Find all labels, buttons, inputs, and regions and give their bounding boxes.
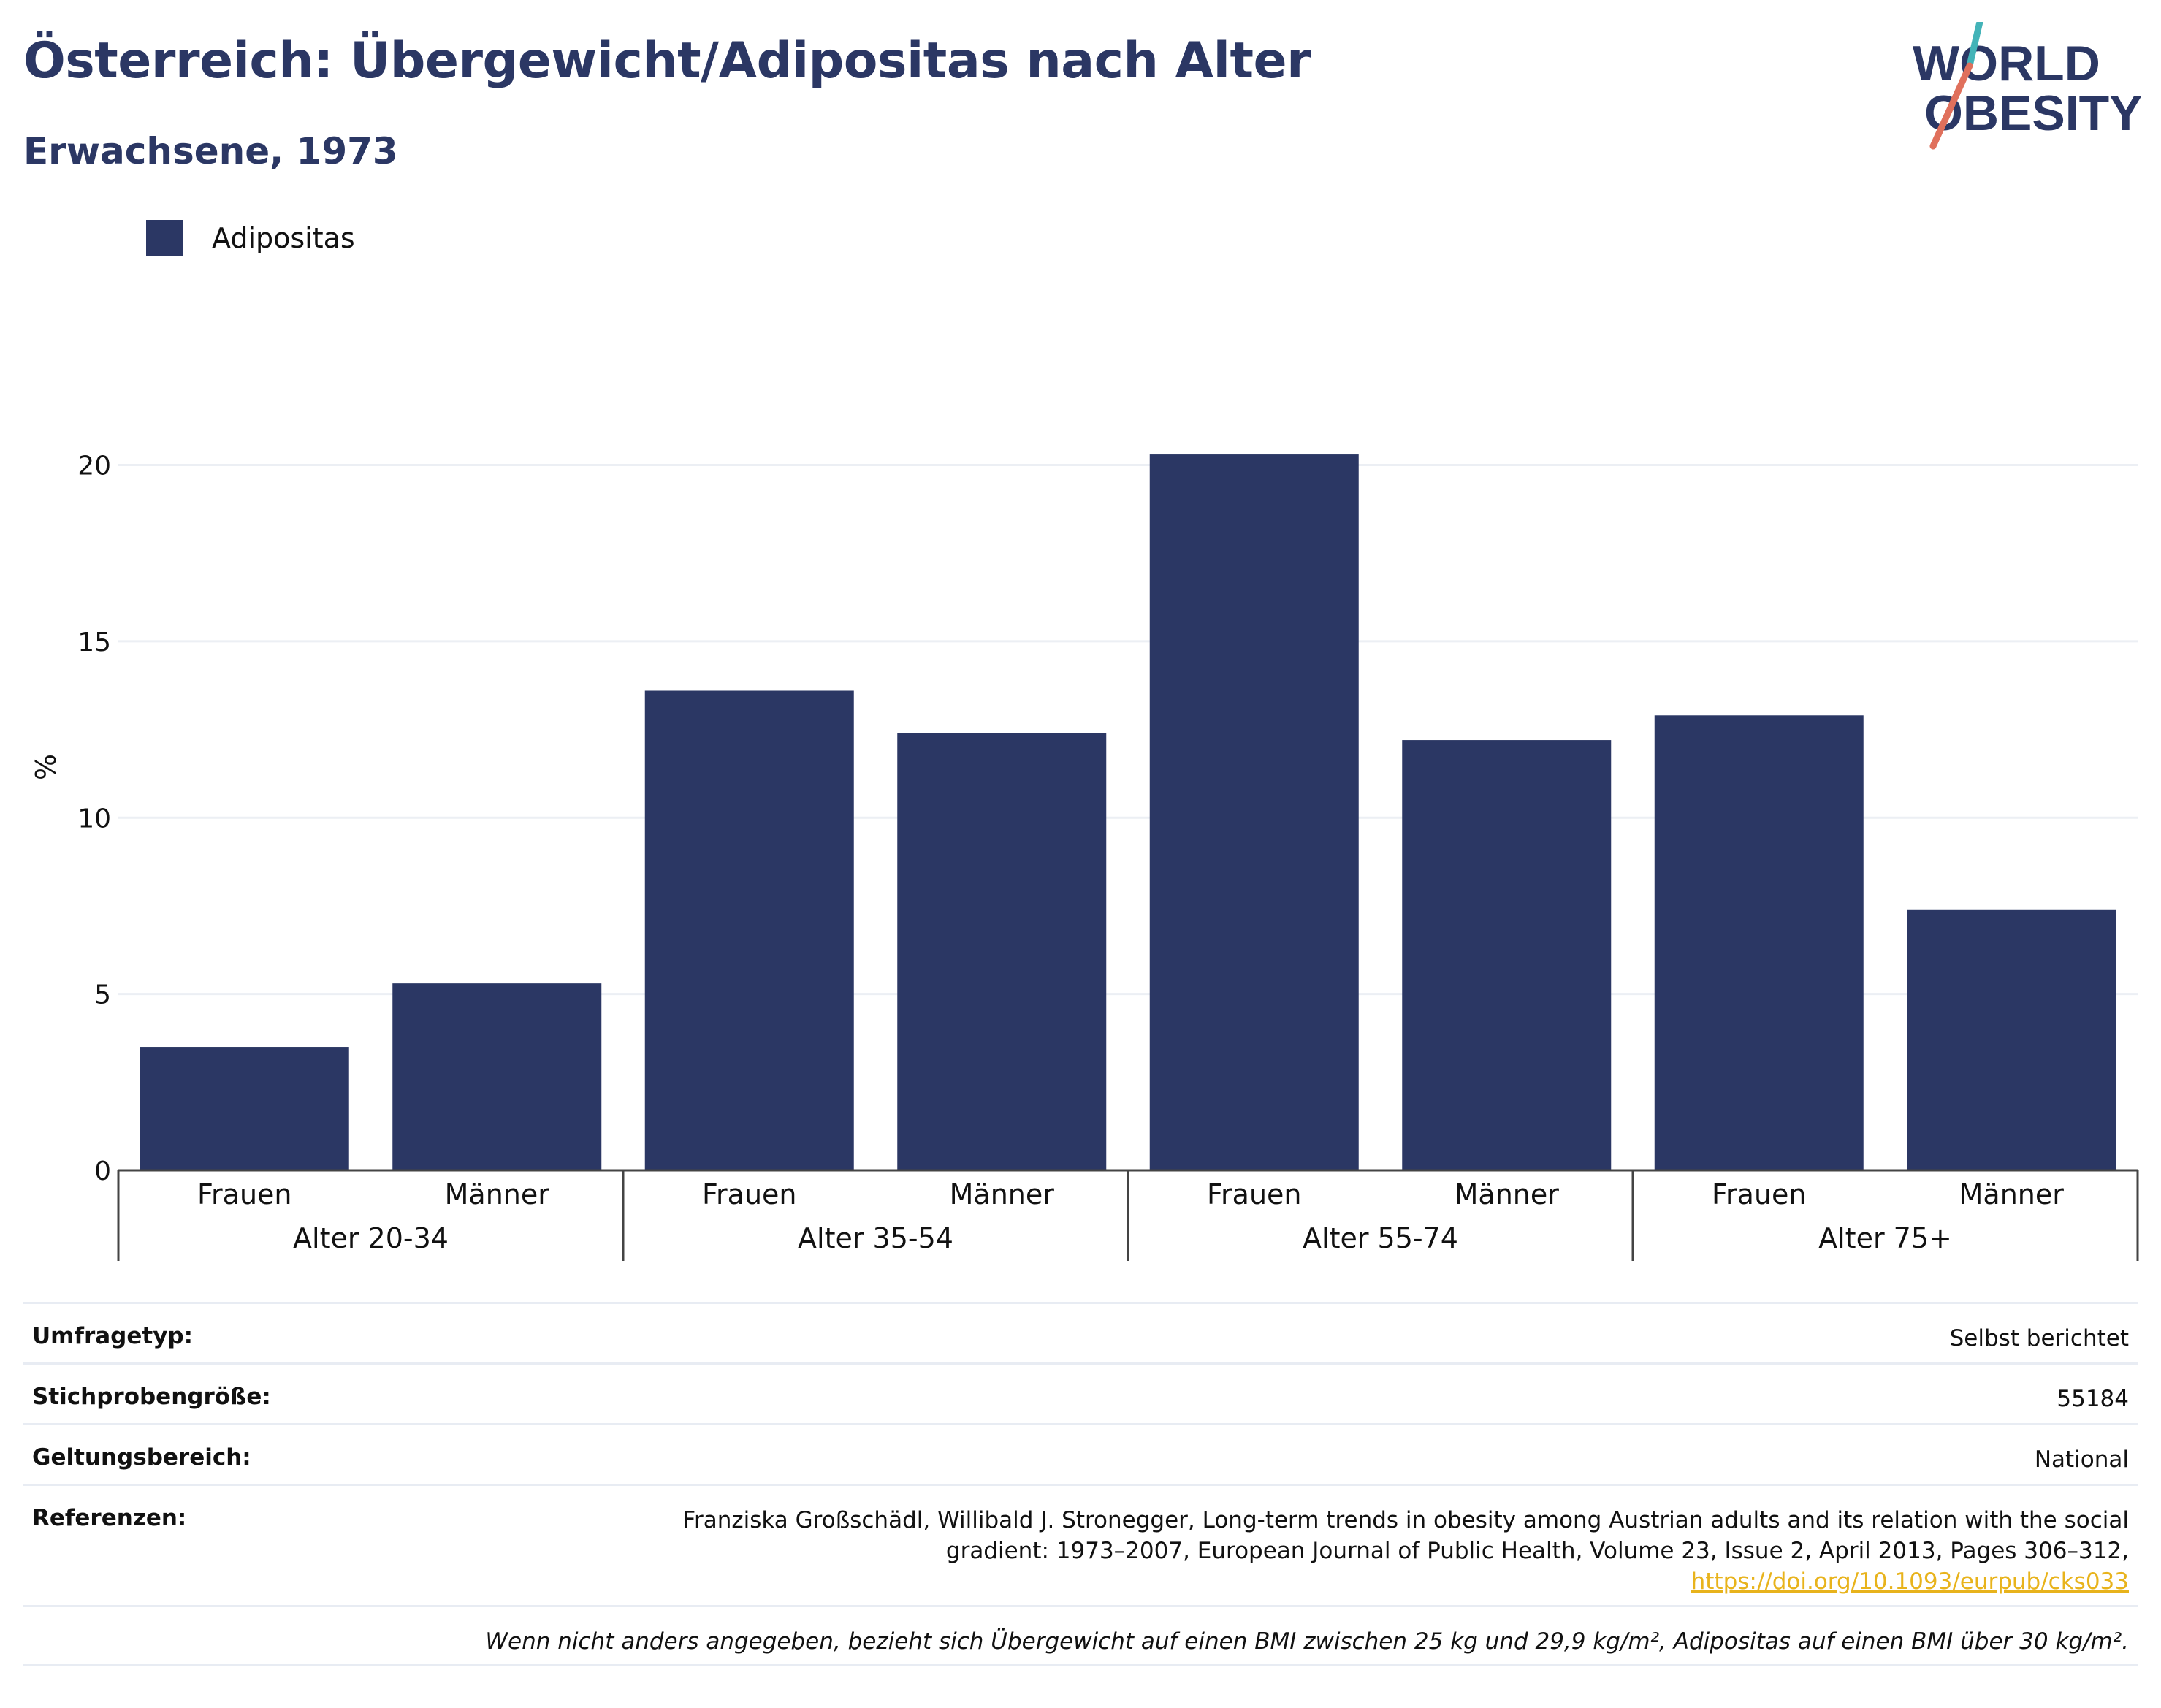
logo-text-obesity: OBESITY (1924, 85, 2143, 141)
scope-label: Geltungsbereich: (32, 1444, 251, 1471)
survey-type-value: Selbst berichtet (1949, 1325, 2129, 1351)
references-value: Franziska Großschädl, Willibald J. Stron… (639, 1505, 2129, 1597)
logo-text-world: WORLD (1913, 36, 2100, 91)
x-tick-label: Männer (1455, 1178, 1560, 1211)
x-tick-label: Frauen (1207, 1178, 1302, 1211)
x-tick-label: Frauen (702, 1178, 797, 1211)
x-tick-label: Männer (950, 1178, 1055, 1211)
bar-alter-55-74-männer (1402, 740, 1612, 1170)
reference-citation: Franziska Großschädl, Willibald J. Stron… (682, 1507, 2129, 1564)
y-tick-label: 0 (94, 1156, 111, 1186)
footnote-text: Wenn nicht anders angegeben, bezieht sic… (485, 1628, 2129, 1655)
bar-alter-75--frauen (1654, 715, 1864, 1170)
survey-type-label: Umfragetyp: (32, 1323, 193, 1349)
bar-alter-55-74-frauen (1149, 454, 1359, 1170)
x-tick-label: Männer (1959, 1178, 2065, 1211)
metadata-table: Umfragetyp: Selbst berichtet Stichproben… (23, 1302, 2138, 1666)
legend-label-adipositas: Adipositas (212, 222, 355, 254)
sample-size-value: 55184 (2057, 1386, 2129, 1412)
references-row: Referenzen: Franziska Großschädl, Willib… (23, 1484, 2138, 1605)
x-group-label: Alter 55-74 (1303, 1222, 1458, 1254)
x-tick-label: Männer (445, 1178, 550, 1211)
sample-size-row: Stichprobengröße: 55184 (23, 1362, 2138, 1423)
chart-subtitle: Erwachsene, 1973 (23, 130, 398, 172)
chart-title: Österreich: Übergewicht/Adipositas nach … (23, 32, 1311, 90)
x-tick-label: Frauen (197, 1178, 292, 1211)
x-group-label: Alter 20-34 (293, 1222, 449, 1254)
x-group-label: Alter 35-54 (798, 1222, 953, 1254)
bar-alter-35-54-männer (897, 733, 1107, 1170)
survey-type-row: Umfragetyp: Selbst berichtet (23, 1302, 2138, 1362)
chart-legend: Adipositas (146, 219, 355, 257)
reference-doi-link[interactable]: https://doi.org/10.1093/eurpub/cks033 (1691, 1568, 2129, 1595)
world-obesity-logo: WORLD OBESITY (1913, 22, 2143, 150)
scope-row: Geltungsbereich: National (23, 1423, 2138, 1484)
bar-alter-35-54-frauen (644, 690, 854, 1170)
y-axis-ticks: 0 5 10 15 20 (77, 451, 111, 1186)
y-tick-label: 5 (94, 980, 111, 1010)
bar-alter-75--männer (1907, 909, 2116, 1170)
bars (140, 454, 2116, 1170)
x-tick-label: Frauen (1712, 1178, 1807, 1211)
y-tick-label: 15 (77, 628, 111, 657)
y-tick-label: 20 (77, 451, 111, 481)
references-label: Referenzen: (32, 1505, 187, 1531)
x-group-label: Alter 75+ (1818, 1222, 1952, 1254)
bar-alter-20-34-männer (392, 983, 602, 1170)
scope-value: National (2034, 1446, 2129, 1473)
sample-size-label: Stichprobengröße: (32, 1384, 271, 1410)
footnote-row: Wenn nicht anders angegeben, bezieht sic… (23, 1605, 2138, 1666)
legend-swatch-adipositas (146, 220, 183, 256)
y-tick-label: 10 (77, 804, 111, 834)
y-axis-label: % (30, 754, 62, 780)
bar-alter-20-34-frauen (140, 1047, 349, 1170)
